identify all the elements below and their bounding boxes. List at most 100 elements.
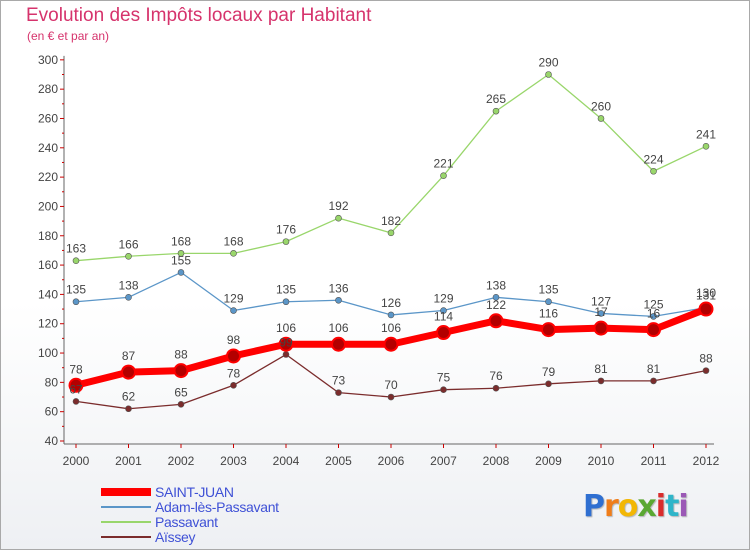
data-point-aissey	[702, 367, 710, 374]
data-label-aissey: 99	[279, 336, 293, 350]
data-label-adam-les-passavant: 131	[696, 289, 716, 303]
logo-letter: i	[678, 489, 688, 524]
data-label-aissey: 78	[227, 366, 241, 380]
legend-item-passavant: Passavant	[101, 514, 361, 530]
x-tick-label: 2011	[641, 454, 667, 468]
x-tick-label: 2010	[588, 454, 615, 468]
data-label-saint-juan: 78	[69, 362, 83, 376]
x-tick-label: 2004	[273, 454, 300, 468]
data-point-adam-les-passavant	[597, 310, 605, 317]
data-label-aissey: 79	[542, 365, 556, 379]
axes	[60, 55, 714, 448]
chart-subtitle: (en € et par an)	[27, 29, 110, 43]
x-tick-label: 2002	[168, 454, 195, 468]
data-label-saint-juan: 106	[328, 321, 348, 335]
data-point-saint-juan	[173, 363, 189, 379]
legend-label-saint-juan: SAINT-JUAN	[155, 484, 234, 500]
data-point-aissey	[72, 398, 80, 405]
data-point-adam-les-passavant	[125, 294, 132, 301]
data-point-passavant	[230, 250, 237, 257]
legend-label-aissey: Aïssey	[155, 529, 196, 545]
data-label-passavant: 163	[66, 242, 86, 256]
y-tick-label: 200	[38, 199, 58, 213]
legend-swatch-saint-juan	[101, 488, 151, 496]
data-label-adam-les-passavant: 135	[538, 283, 558, 297]
data-label-adam-les-passavant: 138	[118, 278, 138, 292]
data-label-aissey: 75	[437, 371, 451, 385]
data-point-passavant	[702, 143, 710, 150]
legend: SAINT-JUAN Adam-lès-Passavant Passavant …	[101, 484, 361, 545]
legend-swatch-adam-les-passavant	[101, 506, 151, 508]
proxiti-logo: Proxiti	[583, 489, 689, 524]
x-tick-label: 2003	[220, 454, 247, 468]
data-label-saint-juan: 122	[486, 298, 506, 312]
y-tick-label: 160	[38, 258, 58, 272]
data-point-saint-juan	[646, 322, 661, 338]
data-label-adam-les-passavant: 136	[328, 281, 348, 295]
data-point-aissey	[125, 405, 132, 413]
data-point-adam-les-passavant	[387, 311, 395, 319]
data-point-saint-juan	[593, 320, 609, 336]
legend-swatch-aissey	[101, 536, 151, 538]
data-label-passavant: 221	[433, 157, 453, 171]
data-label-passavant: 176	[276, 223, 296, 237]
data-point-adam-les-passavant	[440, 307, 447, 314]
data-label-aissey: 67	[69, 382, 83, 396]
data-label-adam-les-passavant: 126	[381, 296, 401, 310]
legend-item-aissey: Aïssey	[101, 529, 361, 545]
data-point-adam-les-passavant	[230, 307, 237, 314]
data-label-saint-juan: 16	[647, 307, 661, 321]
data-label-adam-les-passavant: 155	[171, 253, 191, 267]
data-label-passavant: 168	[171, 234, 191, 248]
y-tick-label: 220	[38, 170, 58, 184]
data-point-passavant	[597, 115, 605, 122]
data-point-aissey	[177, 401, 185, 408]
data-label-aissey: 81	[647, 362, 661, 376]
y-tick-label: 60	[45, 405, 59, 419]
data-point-passavant	[545, 71, 552, 78]
data-point-passavant	[440, 172, 447, 179]
data-point-passavant	[492, 107, 500, 115]
data-point-passavant	[335, 214, 342, 222]
data-label-passavant: 265	[486, 92, 506, 106]
data-point-adam-les-passavant	[650, 313, 657, 320]
data-point-passavant	[650, 167, 657, 175]
data-point-saint-juan	[331, 336, 346, 352]
data-label-passavant: 166	[118, 237, 138, 251]
logo-letter: t	[665, 489, 679, 524]
legend-item-saint-juan: SAINT-JUAN	[101, 484, 361, 500]
data-point-aissey	[650, 377, 657, 385]
data-point-saint-juan	[278, 336, 294, 352]
data-labels: 163 166 168 1681761921822212652902602242411…	[66, 56, 716, 404]
y-tick-label: 280	[38, 82, 58, 96]
x-tick-label: 2009	[535, 454, 562, 468]
data-label-adam-les-passavant: 129	[433, 292, 453, 306]
data-label-passavant: 241	[696, 127, 716, 141]
data-point-saint-juan	[383, 336, 399, 352]
x-tick-labels: 2000 2001 2002 2003 2004 2005 2006 2007 2008 2009…	[63, 454, 720, 468]
data-label-aissey: 70	[384, 378, 398, 392]
data-label-adam-les-passavant: 135	[276, 283, 296, 297]
data-label-aissey: 81	[594, 362, 608, 376]
data-point-passavant	[282, 238, 290, 245]
x-tick-label: 2008	[483, 454, 510, 468]
data-label-passavant: 290	[538, 56, 558, 70]
data-label-saint-juan: 87	[122, 349, 136, 363]
data-point-aissey	[492, 384, 500, 392]
data-point-saint-juan	[698, 301, 714, 317]
y-tick-label: 180	[38, 229, 58, 243]
logo-letter: r	[604, 489, 619, 524]
data-point-saint-juan	[541, 322, 556, 338]
legend-label-adam-les-passavant: Adam-lès-Passavant	[155, 499, 279, 515]
data-point-passavant	[72, 257, 80, 264]
y-tick-label: 240	[38, 141, 58, 155]
data-label-aissey: 65	[174, 385, 188, 399]
logo-letter: i	[655, 489, 666, 524]
data-label-passavant: 224	[643, 152, 663, 166]
y-tick-label: 140	[38, 287, 58, 301]
data-point-adam-les-passavant	[177, 269, 185, 276]
data-label-passavant: 168	[223, 234, 243, 248]
y-tick-labels: 40 60 80 100 120 140 160 180 200 220 240 260 280 300	[38, 53, 58, 448]
y-tick-label: 300	[38, 53, 58, 67]
